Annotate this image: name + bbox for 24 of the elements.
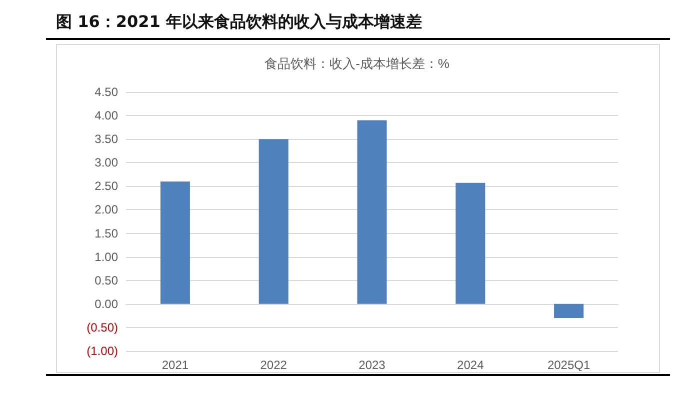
x-tick-label: 2023: [358, 358, 386, 372]
y-tick-label: 4.00: [94, 108, 118, 123]
bar: [258, 139, 288, 304]
y-tick-label: (0.50): [86, 320, 118, 334]
bar: [160, 181, 190, 304]
x-tick-label: 2024: [457, 358, 484, 372]
x-tick-label: 2021: [162, 358, 189, 372]
y-tick-label: 0.00: [94, 296, 118, 311]
chart-title: 图 16：2021 年以来食品饮料的收入与成本增速差: [56, 12, 422, 33]
bar: [554, 304, 584, 318]
y-tick-label: 1.50: [94, 226, 118, 240]
y-tick-label: 1.00: [94, 250, 118, 264]
y-tick-label: 0.50: [94, 273, 118, 288]
x-tick-label: 2022: [260, 358, 288, 372]
y-tick-label: 2.50: [94, 179, 118, 194]
y-tick-label: (1.00): [86, 344, 118, 358]
y-tick-label: 3.00: [94, 156, 118, 170]
y-tick-label: 4.50: [94, 85, 118, 99]
x-tick-label: 2025Q1: [547, 358, 590, 372]
y-tick-label: 3.50: [94, 132, 118, 146]
chart-subtitle: 食品饮料：收入-成本增长差：%: [264, 56, 450, 71]
bar: [456, 182, 486, 304]
y-tick-label: 2.00: [94, 202, 118, 217]
bar: [357, 120, 387, 304]
